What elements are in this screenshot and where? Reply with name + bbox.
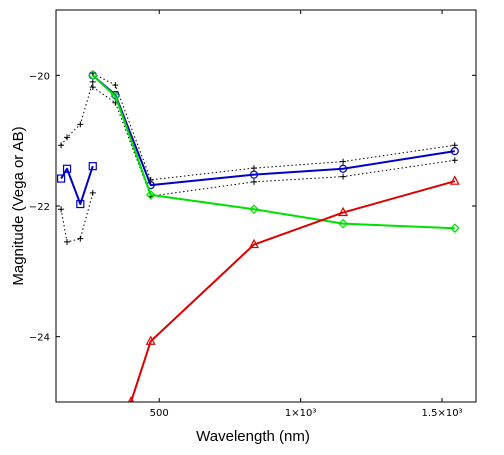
plus-marker bbox=[340, 158, 347, 165]
x-tick-label: 1.5×10³ bbox=[422, 408, 463, 419]
triangle-marker bbox=[248, 238, 259, 249]
diamond-marker bbox=[110, 91, 121, 102]
series-line bbox=[92, 72, 455, 181]
plus-marker bbox=[89, 189, 96, 196]
plus-marker bbox=[89, 84, 96, 91]
plus-marker bbox=[58, 142, 65, 149]
x-tick-label: 1×10³ bbox=[285, 408, 316, 419]
plus-marker bbox=[77, 121, 84, 128]
plus-marker bbox=[112, 82, 119, 89]
square-marker bbox=[88, 162, 97, 171]
plot-area bbox=[56, 10, 476, 402]
x-tick-label: 500 bbox=[150, 408, 169, 419]
series-line bbox=[60, 192, 94, 243]
circle-marker bbox=[249, 170, 259, 179]
series-line bbox=[92, 74, 455, 230]
square-marker bbox=[62, 164, 72, 173]
series-line bbox=[60, 81, 94, 146]
y-axis-label: Magnitude (Vega or AB) bbox=[10, 126, 27, 285]
plus-marker bbox=[64, 238, 71, 245]
plus-marker bbox=[451, 142, 458, 149]
tick-layer: 500 1×10³ 1.5×10³ −20 −22 −24 bbox=[29, 10, 476, 419]
y-tick-label: −24 bbox=[29, 333, 50, 344]
diamond-marker bbox=[87, 70, 98, 81]
plus-marker bbox=[250, 178, 257, 185]
plus-marker bbox=[451, 157, 458, 164]
circle-marker bbox=[338, 164, 348, 173]
plus-marker bbox=[58, 206, 65, 213]
plus-marker bbox=[77, 235, 84, 242]
square-marker bbox=[56, 174, 66, 183]
series-layer bbox=[56, 70, 460, 402]
triangle-marker bbox=[338, 206, 349, 217]
diamond-marker bbox=[338, 218, 348, 229]
series-line bbox=[60, 165, 94, 206]
x-axis-label: Wavelength (nm) bbox=[196, 428, 310, 445]
plus-marker bbox=[340, 173, 347, 180]
plus-marker bbox=[64, 134, 71, 141]
triangle-marker bbox=[127, 396, 135, 402]
plus-marker bbox=[250, 165, 257, 172]
series-line bbox=[129, 180, 456, 402]
triangle-marker bbox=[145, 335, 156, 345]
triangle-marker bbox=[449, 175, 460, 185]
diamond-marker bbox=[249, 204, 259, 215]
y-tick-label: −20 bbox=[29, 71, 50, 82]
diamond-marker bbox=[449, 223, 460, 234]
square-marker bbox=[76, 199, 85, 209]
diamond-marker bbox=[145, 190, 156, 200]
plus-marker bbox=[147, 176, 154, 183]
y-tick-label: −22 bbox=[29, 202, 50, 213]
